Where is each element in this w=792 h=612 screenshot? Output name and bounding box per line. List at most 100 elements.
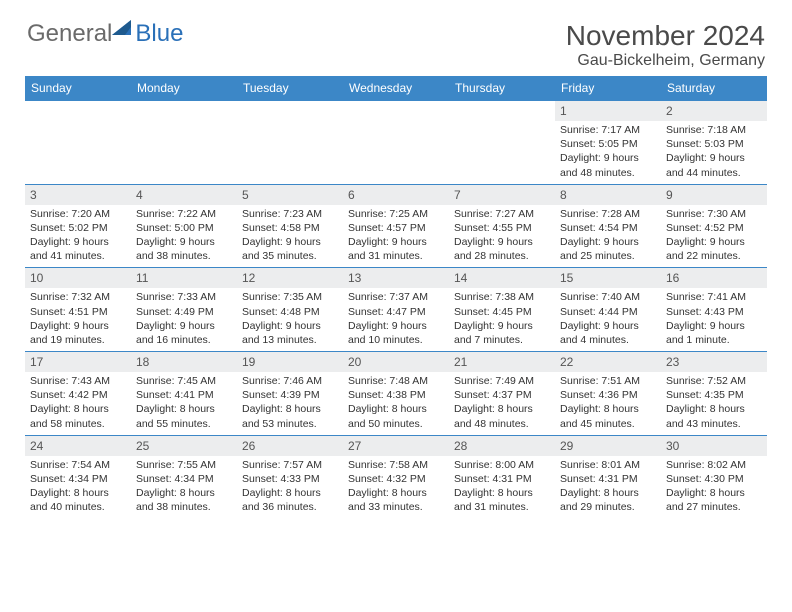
calendar-day-cell: 25Sunrise: 7:55 AMSunset: 4:34 PMDayligh…	[131, 435, 237, 518]
day-number: 3	[25, 185, 131, 205]
calendar-day-cell	[131, 101, 237, 185]
day-number: 17	[25, 352, 131, 372]
calendar-day-cell: 4Sunrise: 7:22 AMSunset: 5:00 PMDaylight…	[131, 184, 237, 268]
day-data: Sunrise: 7:37 AMSunset: 4:47 PMDaylight:…	[343, 288, 449, 351]
day-number	[25, 101, 131, 121]
calendar-day-cell: 28Sunrise: 8:00 AMSunset: 4:31 PMDayligh…	[449, 435, 555, 518]
day-number	[449, 101, 555, 121]
day-number: 21	[449, 352, 555, 372]
day-number: 11	[131, 268, 237, 288]
calendar-day-cell: 1Sunrise: 7:17 AMSunset: 5:05 PMDaylight…	[555, 101, 661, 185]
logo-text-blue: Blue	[135, 20, 183, 48]
day-data: Sunrise: 7:40 AMSunset: 4:44 PMDaylight:…	[555, 288, 661, 351]
day-data: Sunrise: 7:41 AMSunset: 4:43 PMDaylight:…	[661, 288, 767, 351]
day-number: 6	[343, 185, 449, 205]
title-block: November 2024 Gau-Bickelheim, Germany	[566, 20, 765, 70]
day-data: Sunrise: 7:33 AMSunset: 4:49 PMDaylight:…	[131, 288, 237, 351]
calendar-week-row: 3Sunrise: 7:20 AMSunset: 5:02 PMDaylight…	[25, 184, 767, 268]
day-number: 18	[131, 352, 237, 372]
day-data: Sunrise: 7:35 AMSunset: 4:48 PMDaylight:…	[237, 288, 343, 351]
calendar-body: 1Sunrise: 7:17 AMSunset: 5:05 PMDaylight…	[25, 101, 767, 519]
day-number: 4	[131, 185, 237, 205]
day-data: Sunrise: 7:46 AMSunset: 4:39 PMDaylight:…	[237, 372, 343, 435]
calendar-day-cell: 9Sunrise: 7:30 AMSunset: 4:52 PMDaylight…	[661, 184, 767, 268]
day-number: 22	[555, 352, 661, 372]
weekday-header: Saturday	[661, 76, 767, 101]
day-number: 1	[555, 101, 661, 121]
day-data: Sunrise: 7:58 AMSunset: 4:32 PMDaylight:…	[343, 456, 449, 519]
day-data: Sunrise: 7:52 AMSunset: 4:35 PMDaylight:…	[661, 372, 767, 435]
day-data: Sunrise: 7:27 AMSunset: 4:55 PMDaylight:…	[449, 205, 555, 268]
day-data: Sunrise: 7:23 AMSunset: 4:58 PMDaylight:…	[237, 205, 343, 268]
day-data: Sunrise: 7:20 AMSunset: 5:02 PMDaylight:…	[25, 205, 131, 268]
day-data: Sunrise: 8:02 AMSunset: 4:30 PMDaylight:…	[661, 456, 767, 519]
day-data: Sunrise: 7:30 AMSunset: 4:52 PMDaylight:…	[661, 205, 767, 268]
day-data: Sunrise: 7:49 AMSunset: 4:37 PMDaylight:…	[449, 372, 555, 435]
weekday-header: Sunday	[25, 76, 131, 101]
calendar-day-cell: 22Sunrise: 7:51 AMSunset: 4:36 PMDayligh…	[555, 352, 661, 436]
weekday-header: Monday	[131, 76, 237, 101]
day-number: 29	[555, 436, 661, 456]
day-number: 8	[555, 185, 661, 205]
day-number: 2	[661, 101, 767, 121]
logo-triangle-icon	[111, 17, 133, 39]
day-data: Sunrise: 7:18 AMSunset: 5:03 PMDaylight:…	[661, 121, 767, 184]
day-number: 14	[449, 268, 555, 288]
calendar-day-cell: 16Sunrise: 7:41 AMSunset: 4:43 PMDayligh…	[661, 268, 767, 352]
calendar-day-cell: 12Sunrise: 7:35 AMSunset: 4:48 PMDayligh…	[237, 268, 343, 352]
day-number: 20	[343, 352, 449, 372]
day-data: Sunrise: 7:17 AMSunset: 5:05 PMDaylight:…	[555, 121, 661, 184]
calendar-day-cell: 7Sunrise: 7:27 AMSunset: 4:55 PMDaylight…	[449, 184, 555, 268]
day-number: 30	[661, 436, 767, 456]
day-number: 23	[661, 352, 767, 372]
day-data: Sunrise: 7:25 AMSunset: 4:57 PMDaylight:…	[343, 205, 449, 268]
calendar-day-cell: 17Sunrise: 7:43 AMSunset: 4:42 PMDayligh…	[25, 352, 131, 436]
calendar-day-cell: 18Sunrise: 7:45 AMSunset: 4:41 PMDayligh…	[131, 352, 237, 436]
calendar-day-cell: 19Sunrise: 7:46 AMSunset: 4:39 PMDayligh…	[237, 352, 343, 436]
day-number	[343, 101, 449, 121]
calendar-header-row: SundayMondayTuesdayWednesdayThursdayFrid…	[25, 76, 767, 101]
calendar-day-cell: 27Sunrise: 7:58 AMSunset: 4:32 PMDayligh…	[343, 435, 449, 518]
day-data: Sunrise: 7:54 AMSunset: 4:34 PMDaylight:…	[25, 456, 131, 519]
calendar-day-cell	[25, 101, 131, 185]
day-number: 27	[343, 436, 449, 456]
weekday-header: Friday	[555, 76, 661, 101]
day-number: 12	[237, 268, 343, 288]
calendar-day-cell: 20Sunrise: 7:48 AMSunset: 4:38 PMDayligh…	[343, 352, 449, 436]
day-number: 19	[237, 352, 343, 372]
calendar-week-row: 10Sunrise: 7:32 AMSunset: 4:51 PMDayligh…	[25, 268, 767, 352]
calendar-day-cell: 24Sunrise: 7:54 AMSunset: 4:34 PMDayligh…	[25, 435, 131, 518]
day-number: 7	[449, 185, 555, 205]
day-number: 9	[661, 185, 767, 205]
day-number: 26	[237, 436, 343, 456]
day-number: 13	[343, 268, 449, 288]
calendar-day-cell: 11Sunrise: 7:33 AMSunset: 4:49 PMDayligh…	[131, 268, 237, 352]
calendar-day-cell: 2Sunrise: 7:18 AMSunset: 5:03 PMDaylight…	[661, 101, 767, 185]
calendar-day-cell: 3Sunrise: 7:20 AMSunset: 5:02 PMDaylight…	[25, 184, 131, 268]
calendar-day-cell: 21Sunrise: 7:49 AMSunset: 4:37 PMDayligh…	[449, 352, 555, 436]
calendar-day-cell: 6Sunrise: 7:25 AMSunset: 4:57 PMDaylight…	[343, 184, 449, 268]
calendar-day-cell: 26Sunrise: 7:57 AMSunset: 4:33 PMDayligh…	[237, 435, 343, 518]
calendar-day-cell: 8Sunrise: 7:28 AMSunset: 4:54 PMDaylight…	[555, 184, 661, 268]
calendar-week-row: 1Sunrise: 7:17 AMSunset: 5:05 PMDaylight…	[25, 101, 767, 185]
day-number: 5	[237, 185, 343, 205]
day-number: 28	[449, 436, 555, 456]
calendar-day-cell: 30Sunrise: 8:02 AMSunset: 4:30 PMDayligh…	[661, 435, 767, 518]
month-title: November 2024	[566, 20, 765, 52]
day-data: Sunrise: 7:32 AMSunset: 4:51 PMDaylight:…	[25, 288, 131, 351]
calendar-day-cell: 29Sunrise: 8:01 AMSunset: 4:31 PMDayligh…	[555, 435, 661, 518]
calendar-day-cell: 14Sunrise: 7:38 AMSunset: 4:45 PMDayligh…	[449, 268, 555, 352]
day-data: Sunrise: 7:22 AMSunset: 5:00 PMDaylight:…	[131, 205, 237, 268]
calendar-day-cell: 5Sunrise: 7:23 AMSunset: 4:58 PMDaylight…	[237, 184, 343, 268]
day-number: 10	[25, 268, 131, 288]
day-data: Sunrise: 7:38 AMSunset: 4:45 PMDaylight:…	[449, 288, 555, 351]
calendar-table: SundayMondayTuesdayWednesdayThursdayFrid…	[25, 76, 767, 518]
logo-text-general: General	[27, 20, 112, 48]
location-text: Gau-Bickelheim, Germany	[566, 52, 765, 70]
day-data: Sunrise: 7:57 AMSunset: 4:33 PMDaylight:…	[237, 456, 343, 519]
calendar-day-cell	[343, 101, 449, 185]
calendar-week-row: 24Sunrise: 7:54 AMSunset: 4:34 PMDayligh…	[25, 435, 767, 518]
day-number: 25	[131, 436, 237, 456]
day-data: Sunrise: 7:48 AMSunset: 4:38 PMDaylight:…	[343, 372, 449, 435]
day-data: Sunrise: 7:45 AMSunset: 4:41 PMDaylight:…	[131, 372, 237, 435]
